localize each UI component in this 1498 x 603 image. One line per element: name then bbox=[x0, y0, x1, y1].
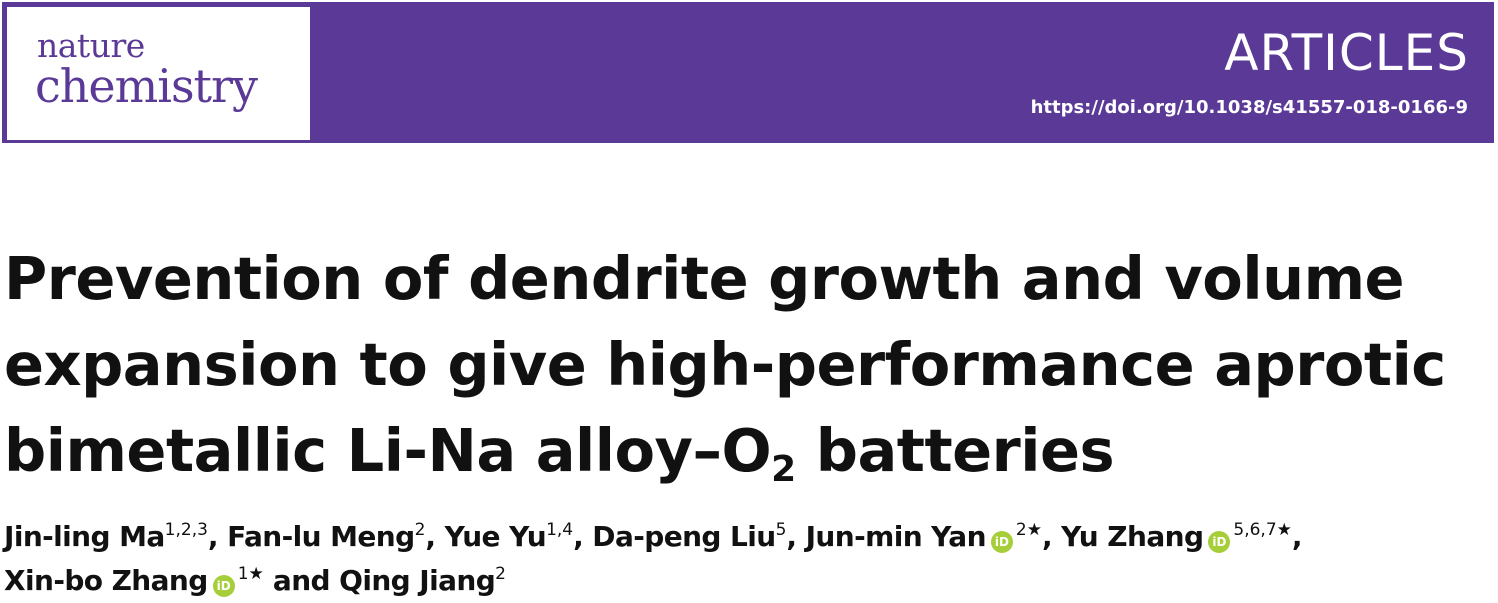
author-separator: , bbox=[425, 520, 445, 553]
author-line-1: Jin-ling Ma1,2,3, Fan-lu Meng2, Yue Yu1,… bbox=[4, 515, 1494, 559]
author-affiliation[interactable]: 2 bbox=[414, 520, 426, 540]
author-affiliation[interactable]: 1,2,3 bbox=[164, 520, 208, 540]
orcid-icon[interactable]: iD bbox=[990, 531, 1013, 553]
title-line-2: expansion to give high-performance aprot… bbox=[4, 330, 1446, 399]
author-affiliation[interactable]: 2★ bbox=[1015, 520, 1042, 540]
author-name[interactable]: Yue Yu bbox=[444, 520, 547, 553]
author-affiliation[interactable]: 1★ bbox=[237, 564, 264, 584]
section-label: ARTICLES bbox=[1224, 24, 1469, 82]
author-name[interactable]: Jin-ling Ma bbox=[4, 520, 165, 553]
title-line-3-end: batteries bbox=[795, 416, 1115, 485]
author-affiliation[interactable]: 2 bbox=[495, 564, 506, 584]
author-list: Jin-ling Ma1,2,3, Fan-lu Meng2, Yue Yu1,… bbox=[4, 515, 1494, 603]
logo-word-chemistry: chemistry bbox=[35, 59, 258, 113]
title-line-3: bimetallic Li-Na alloy–O2 batteries bbox=[4, 408, 1474, 494]
author-name[interactable]: Xin-bo Zhang bbox=[4, 564, 208, 597]
title-line-1: Prevention of dendrite growth and volume bbox=[4, 244, 1405, 313]
title-subscript: 2 bbox=[771, 449, 796, 490]
author-separator: , bbox=[1291, 520, 1303, 553]
title-line-3-text: bimetallic Li-Na alloy–O bbox=[4, 416, 772, 485]
author-name[interactable]: Jun-min Yan bbox=[805, 520, 987, 553]
author-line-2: Xin-bo Zhang iD1★ and Qing Jiang2 bbox=[4, 559, 1494, 603]
author-affiliation[interactable]: 1,4 bbox=[546, 520, 574, 540]
orcid-icon[interactable]: iD bbox=[212, 575, 235, 597]
logo-word-nature: nature bbox=[37, 26, 145, 65]
journal-logo[interactable]: nature chemistry bbox=[7, 7, 310, 140]
author-name[interactable]: Fan-lu Meng bbox=[227, 520, 415, 553]
doi-link[interactable]: https://doi.org/10.1038/s41557-018-0166-… bbox=[1030, 97, 1468, 118]
author-separator: , bbox=[207, 520, 228, 553]
author-separator: , bbox=[1041, 520, 1062, 553]
author-name[interactable]: Da-peng Liu bbox=[592, 520, 776, 553]
author-name[interactable]: Qing Jiang bbox=[339, 564, 496, 597]
author-separator: and bbox=[263, 564, 340, 597]
article-title: Prevention of dendrite growth and volume… bbox=[4, 236, 1474, 494]
author-separator: , bbox=[786, 520, 806, 553]
author-name[interactable]: Yu Zhang bbox=[1061, 520, 1204, 553]
author-separator: , bbox=[573, 520, 593, 553]
orcid-icon[interactable]: iD bbox=[1208, 531, 1231, 553]
journal-header: nature chemistry ARTICLES https://doi.or… bbox=[2, 2, 1494, 143]
author-affiliation[interactable]: 5 bbox=[775, 520, 787, 540]
author-affiliation[interactable]: 5,6,7★ bbox=[1233, 520, 1292, 540]
